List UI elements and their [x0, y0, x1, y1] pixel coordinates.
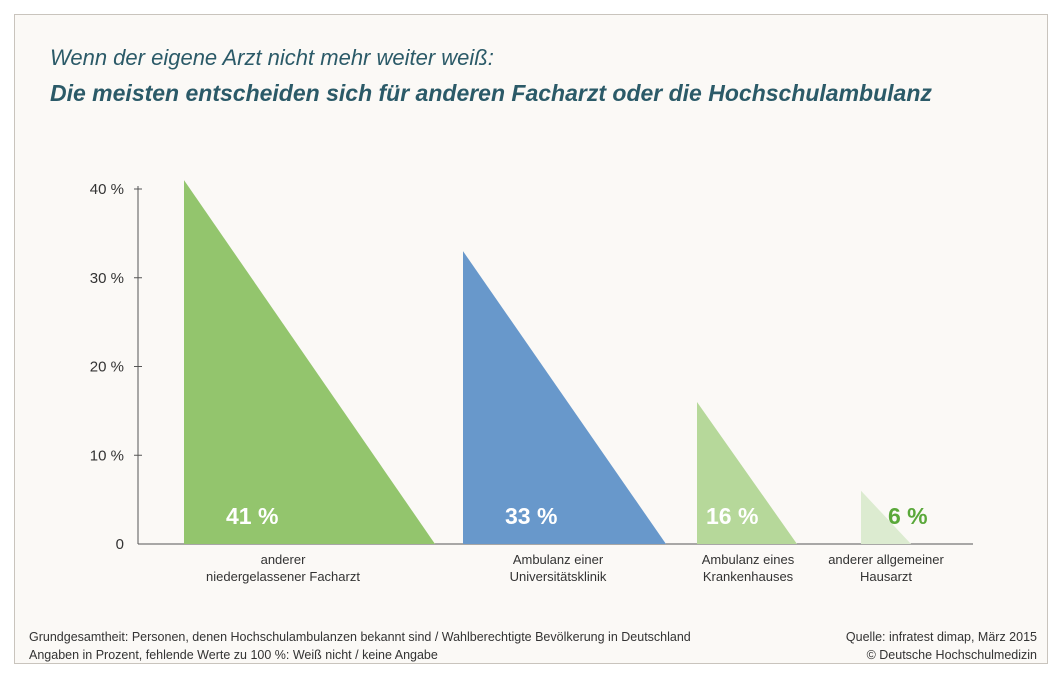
bars — [184, 180, 911, 544]
value-label: 33 % — [505, 503, 557, 529]
source-text: Quelle: infratest dimap, März 2015 — [845, 630, 1037, 644]
footer-notes: Grundgesamtheit: Personen, denen Hochsch… — [29, 628, 691, 664]
category-label: Ambulanz eines — [702, 552, 795, 567]
value-label: 6 % — [888, 503, 928, 529]
y-ticks: 0 10 % 20 % 30 % 40 % — [90, 181, 142, 553]
category-label: Krankenhauses — [703, 569, 794, 584]
footer-source: Quelle: infratest dimap, März 2015 © Deu… — [846, 628, 1037, 664]
value-label: 16 % — [706, 503, 758, 529]
bar-3 — [697, 402, 797, 544]
y-tick-label: 0 — [116, 536, 124, 553]
category-label: Hausarzt — [860, 569, 912, 584]
category-label: Universitätsklinik — [510, 569, 607, 584]
footer-note-line2: Angaben in Prozent, fehlende Werte zu 10… — [29, 648, 438, 662]
chart-subtitle: Die meisten entscheiden sich für anderen… — [50, 80, 932, 106]
copyright-text: © Deutsche Hochschulmedizin — [866, 648, 1037, 662]
y-tick-label: 10 % — [90, 447, 124, 464]
bar-1 — [184, 180, 435, 544]
category-label: anderer — [261, 552, 306, 567]
chart-title: Wenn der eigene Arzt nicht mehr weiter w… — [50, 45, 494, 70]
footer-note-line1: Grundgesamtheit: Personen, denen Hochsch… — [29, 630, 691, 644]
value-label: 41 % — [226, 503, 278, 529]
y-tick-label: 30 % — [90, 270, 124, 287]
x-labels: anderer niedergelassener Facharzt Ambulanz… — [206, 552, 944, 584]
category-label: niedergelassener Facharzt — [206, 569, 360, 584]
y-tick-label: 40 % — [90, 181, 124, 198]
bar-2 — [463, 251, 666, 544]
bar-4 — [861, 490, 911, 544]
value-labels: 41 % 33 % 16 % 6 % — [226, 503, 928, 529]
y-tick-label: 20 % — [90, 359, 124, 376]
category-label: anderer allgemeiner — [828, 552, 944, 567]
category-label: Ambulanz einer — [513, 552, 604, 567]
